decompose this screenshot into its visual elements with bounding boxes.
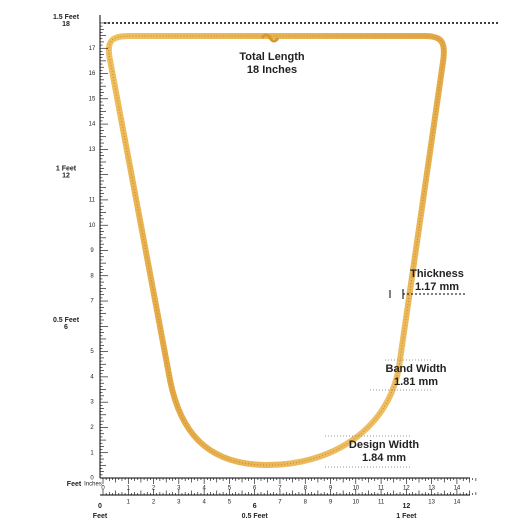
- feet-label: 1 Feet: [56, 165, 77, 172]
- inch-label: 12: [402, 503, 410, 510]
- inch-label: 12: [403, 486, 410, 492]
- inch-label: 9: [90, 248, 94, 254]
- chain: [105, 33, 447, 469]
- inch-label: 4: [202, 500, 206, 506]
- inch-label: 9: [329, 500, 333, 506]
- inch-label: 8: [90, 273, 94, 279]
- inch-label: 7: [278, 500, 282, 506]
- inch-label: 16: [89, 71, 96, 77]
- feet-label: Feet: [93, 513, 108, 520]
- inch-label: 8: [304, 486, 308, 492]
- inch-label: 10: [352, 486, 359, 492]
- inch-label: 17: [89, 46, 96, 52]
- feet-label: 0.5 Feet: [53, 317, 80, 324]
- inch-label: 7: [278, 486, 282, 492]
- inch-label: 8: [304, 500, 308, 506]
- inch-label: 5: [228, 486, 232, 492]
- inch-label: 6: [64, 324, 68, 331]
- inch-label: 5: [228, 500, 232, 506]
- design-value: 1.84 mm: [362, 452, 406, 464]
- inch-label: 1: [127, 486, 131, 492]
- inch-label: 14: [454, 500, 461, 506]
- inch-label: 11: [378, 486, 385, 492]
- inch-label: 3: [90, 400, 94, 406]
- inch-label: 11: [89, 197, 96, 203]
- inch-label: 3: [177, 500, 181, 506]
- inch-label: 2: [152, 500, 156, 506]
- inch-label: 2: [90, 425, 94, 431]
- inch-label: 10: [89, 223, 96, 229]
- feet-label: 1 Feet: [396, 513, 417, 520]
- unit-label: Feet: [67, 481, 82, 488]
- feet-label: 0.5 Feet: [242, 513, 269, 520]
- thickness-value: 1.17 mm: [415, 281, 459, 293]
- inch-label: 4: [202, 486, 206, 492]
- feet-label: 1.5 Feet: [53, 14, 80, 21]
- inch-label: 0: [101, 486, 105, 492]
- inch-label: 9: [329, 486, 333, 492]
- inch-label: 18: [62, 21, 70, 28]
- inch-label: 0: [98, 503, 102, 510]
- unit-label: Inches: [84, 482, 102, 488]
- design-title: Design Width: [349, 439, 419, 451]
- length-value: 18 Inches: [247, 64, 297, 76]
- chain-texture: [108, 35, 445, 466]
- inch-label: 7: [90, 299, 94, 305]
- band-title: Band Width: [386, 363, 447, 375]
- inch-label: 5: [90, 349, 94, 355]
- band-value: 1.81 mm: [394, 376, 438, 388]
- inch-label: 0: [90, 476, 94, 482]
- inch-label: 11: [378, 500, 385, 506]
- inch-label: 13: [89, 147, 96, 153]
- inch-label: 1: [90, 450, 94, 456]
- inch-label: 15: [89, 96, 96, 102]
- inch-label: 2: [152, 486, 156, 492]
- thickness-title: Thickness: [410, 268, 464, 280]
- length-title: Total Length: [239, 51, 304, 63]
- inch-label: 13: [428, 500, 435, 506]
- inch-label: 3: [177, 486, 181, 492]
- inch-label: 14: [454, 486, 461, 492]
- inch-label: 6: [253, 503, 257, 510]
- inch-label: 6: [253, 486, 257, 492]
- inch-label: 4: [90, 374, 94, 380]
- inch-label: 1: [127, 500, 131, 506]
- inch-label: 13: [428, 486, 435, 492]
- inch-label: 12: [62, 172, 70, 179]
- clasp: [260, 33, 280, 43]
- inch-label: 10: [352, 500, 359, 506]
- inch-label: 14: [89, 122, 96, 128]
